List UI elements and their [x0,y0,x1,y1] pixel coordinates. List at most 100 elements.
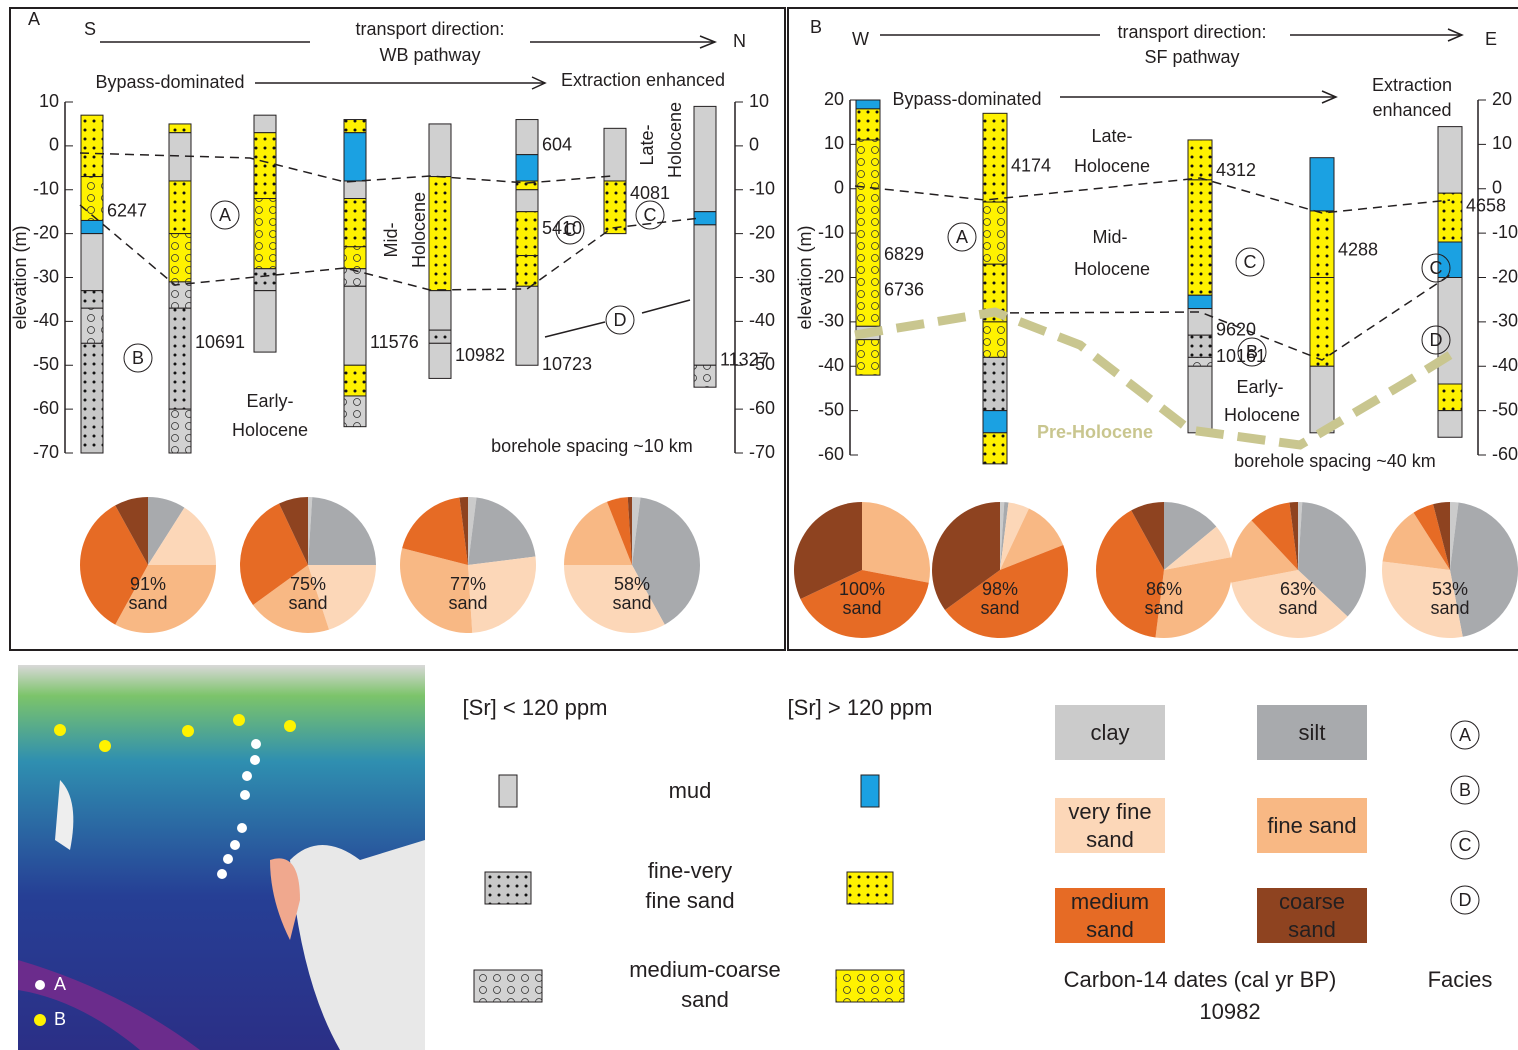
label: -60 [818,444,844,464]
site-dot [99,740,111,752]
borehole-unit [429,343,451,378]
label: Holocene [409,192,429,268]
label: 77% [450,574,486,594]
label: Mid- [1093,227,1128,247]
label: -30 [749,266,775,286]
label: -20 [1492,266,1518,286]
label: 10 [39,91,59,111]
label: B [54,1009,66,1029]
label: -10 [1492,222,1518,242]
grain-legend-box: very fine sand [1055,798,1165,853]
borehole-unit [169,308,191,409]
label: 10982 [455,345,505,365]
grain-legend-box: clay [1055,705,1165,760]
borehole-unit [1188,357,1212,366]
site-dot [54,724,66,736]
label: W [852,29,869,49]
label: -70 [749,442,775,462]
label: 4174 [1011,155,1051,175]
pie-slice [308,497,376,565]
label: -40 [818,355,844,375]
lith-symbol [485,872,531,904]
label: -40 [749,310,775,330]
label: 11327 [720,350,769,370]
label: -50 [818,399,844,419]
label: 86% [1146,579,1182,599]
label: A [956,227,968,247]
borehole-unit [81,343,103,453]
label: A [1459,725,1471,745]
label: Pre-Holocene [1037,422,1153,442]
borehole-unit [81,177,103,221]
dates-caption: Carbon-14 dates (cal yr BP) [1040,965,1360,995]
borehole-unit [344,120,366,133]
label: -50 [1492,399,1518,419]
borehole-unit [856,140,880,326]
lith-symbol [474,970,542,1002]
label: sand [128,593,167,613]
label: 0 [749,135,759,155]
borehole-unit [856,109,880,140]
label: Holocene [1074,156,1150,176]
label: 20 [824,89,844,109]
borehole-unit [344,286,366,365]
site-dot [237,823,247,833]
borehole-unit [429,330,451,343]
borehole-unit [429,177,451,291]
label: elevation (m) [10,225,30,329]
borehole-unit [429,291,451,330]
label: -10 [33,179,59,199]
label: S [84,19,96,39]
lith-symbol [499,775,517,807]
label: 98% [982,579,1018,599]
label: elevation (m) [795,225,815,329]
borehole-unit [429,124,451,177]
arrow-line [545,322,605,337]
label: C [564,220,577,240]
label: -20 [818,266,844,286]
label: 10161 [1216,346,1266,366]
label: borehole spacing ~40 km [1234,451,1436,471]
label: B [1459,780,1471,800]
borehole-unit [81,291,103,309]
label: SF pathway [1144,47,1239,67]
label: 4312 [1216,160,1256,180]
site-dot [34,1014,46,1026]
label: C [1430,258,1443,278]
borehole-unit [169,124,191,133]
label: 10 [824,133,844,153]
label: 75% [290,574,326,594]
borehole-unit [1438,411,1462,438]
pie-slice [862,502,930,583]
map [18,665,425,1050]
sr-low: [Sr] < 120 ppm [440,693,630,723]
borehole-unit [983,433,1007,464]
borehole-unit [694,212,716,225]
label: C [644,205,657,225]
label: 6829 [884,244,924,264]
borehole-unit [983,357,1007,410]
borehole-unit [1188,140,1212,180]
label: -30 [1492,311,1518,331]
grain-legend-box: medium sand [1055,888,1165,943]
label: A [219,205,231,225]
borehole-unit [254,199,276,269]
pie-slice [468,498,535,565]
label: Holocene [232,420,308,440]
label: 53% [1432,579,1468,599]
borehole-unit [983,202,1007,264]
borehole-unit [516,212,538,256]
borehole-unit [516,190,538,212]
site-dot [250,755,260,765]
label: B [1246,342,1258,362]
label: 58% [614,574,650,594]
label: Holocene [1224,405,1300,425]
label: -50 [33,354,59,374]
label: D [614,310,627,330]
lith-symbol [847,872,893,904]
lith-label: mud [620,776,760,806]
borehole-unit [1310,158,1334,211]
facies-caption: Facies [1410,965,1510,995]
label: Extraction enhanced [561,70,725,90]
borehole-unit [604,181,626,234]
